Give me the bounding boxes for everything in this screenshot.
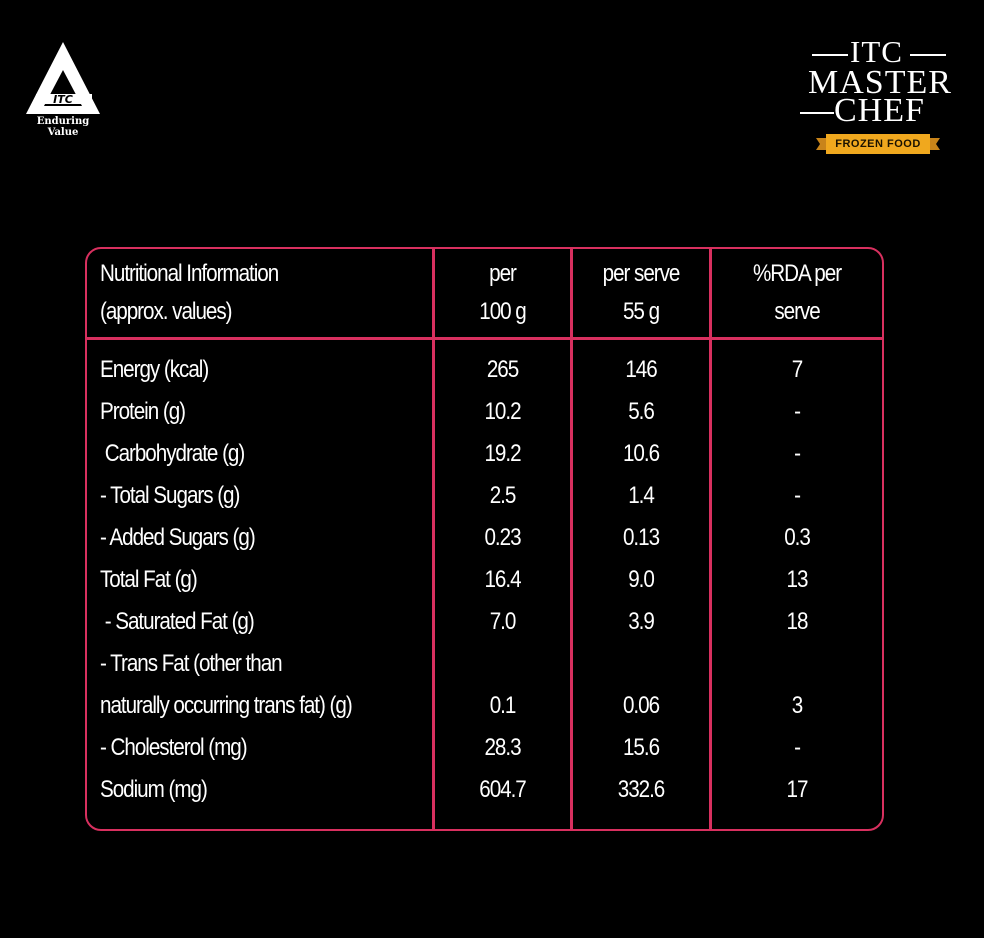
nutrition-table: Nutritional Information (approx. values)… [85, 247, 884, 831]
row-rda: - [794, 440, 801, 467]
row-label: Protein (g) [100, 398, 186, 425]
row-per100: 16.4 [484, 566, 521, 593]
row-perserve: 3.9 [628, 608, 655, 635]
itc-tagline: Enduring Value [36, 116, 90, 138]
header-nutrient-line2: (approx. values) [100, 298, 233, 325]
row-label: - Cholesterol (mg) [100, 734, 248, 761]
row-perserve: 332.6 [617, 776, 666, 803]
row-per100: 7.0 [489, 608, 517, 635]
row-label: - Trans Fat (other than [100, 650, 283, 677]
row-per100: 19.2 [484, 440, 521, 467]
logo-word-chef: CHEF [834, 92, 925, 129]
row-rda: 13 [786, 566, 809, 593]
column-divider [709, 249, 712, 829]
row-rda: 17 [786, 776, 809, 803]
row-label: - Saturated Fat (g) [100, 608, 255, 635]
row-label: Energy (kcal) [100, 356, 209, 383]
logo-word-itc: ITC [850, 34, 903, 69]
row-perserve: 9.0 [628, 566, 655, 593]
row-rda: 7 [791, 356, 803, 383]
row-rda: 18 [786, 608, 809, 635]
header-divider [87, 337, 882, 340]
row-perserve: 5.6 [628, 398, 655, 425]
column-divider [570, 249, 573, 829]
itc-logo: ITC [22, 40, 104, 132]
row-label: naturally occurring trans fat) (g) [100, 692, 353, 719]
banner-ribbon-icon [816, 134, 940, 154]
row-rda: - [794, 734, 801, 761]
header-perserve-line1: per serve [602, 260, 681, 287]
logo-rule-chef [800, 112, 834, 114]
row-label: - Total Sugars (g) [100, 482, 240, 509]
row-label: Carbohydrate (g) [100, 440, 246, 467]
row-label: Sodium (mg) [100, 776, 208, 803]
row-per100: 28.3 [484, 734, 521, 761]
masterchef-logo: ITC MASTER CHEF FROZEN FOOD [798, 36, 960, 160]
row-rda: 0.3 [784, 524, 811, 551]
row-rda: - [794, 398, 801, 425]
row-per100: 2.5 [489, 482, 517, 509]
itc-logo-letters: ITC [53, 93, 73, 106]
itc-triangle-logo-icon: ITC [26, 42, 100, 114]
header-perserve-line2: 55 g [622, 298, 660, 325]
logo-word-master: MASTER [808, 64, 952, 101]
row-rda: 3 [791, 692, 803, 719]
row-perserve: 0.06 [622, 692, 660, 719]
row-perserve: 15.6 [622, 734, 660, 761]
row-perserve: 146 [625, 356, 657, 383]
row-label: - Added Sugars (g) [100, 524, 256, 551]
row-per100: 0.23 [484, 524, 521, 551]
row-perserve: 1.4 [628, 482, 655, 509]
header-nutrient-line1: Nutritional Information [100, 260, 279, 287]
header-per100-line1: per [489, 260, 517, 287]
logo-rule-left [812, 54, 848, 56]
frozen-food-banner: FROZEN FOOD [835, 138, 921, 150]
header-per100-line2: 100 g [479, 298, 527, 325]
row-per100: 265 [486, 356, 519, 383]
column-divider [432, 249, 435, 829]
header-rda-line2: serve [774, 298, 820, 325]
row-per100: 0.1 [489, 692, 517, 719]
row-perserve: 10.6 [622, 440, 660, 467]
row-rda: - [794, 482, 801, 509]
logo-rule-right [910, 54, 946, 56]
row-label: Total Fat (g) [100, 566, 198, 593]
row-perserve: 0.13 [622, 524, 660, 551]
row-per100: 604.7 [479, 776, 527, 803]
header-rda-line1: %RDA per [752, 260, 842, 287]
row-per100: 10.2 [484, 398, 521, 425]
